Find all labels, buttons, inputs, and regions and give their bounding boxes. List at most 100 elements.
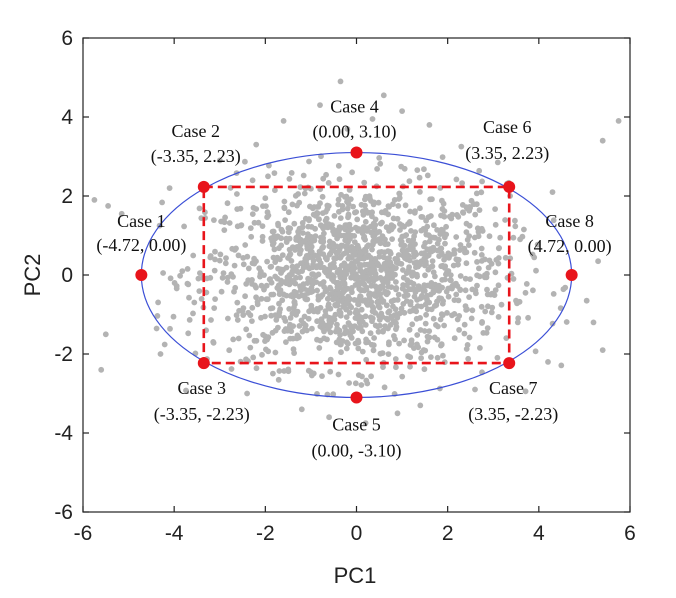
- scatter-point: [252, 282, 258, 289]
- scatter-point: [278, 277, 284, 284]
- scatter-point: [462, 287, 469, 294]
- scatter-point: [259, 223, 266, 230]
- scatter-point: [191, 299, 198, 306]
- case-4-coordinates: (0.00, 3.10): [313, 122, 397, 143]
- scatter-point: [272, 273, 279, 280]
- scatter-point: [439, 154, 446, 161]
- scatter-point: [463, 346, 470, 352]
- scatter-point: [399, 285, 406, 292]
- scatter-point: [316, 345, 323, 351]
- scatter-point: [377, 291, 384, 297]
- scatter-point: [315, 216, 322, 223]
- scatter-point: [545, 359, 551, 365]
- scatter-point: [355, 339, 362, 346]
- scatter-point: [270, 228, 277, 235]
- scatter-point: [595, 258, 601, 265]
- scatter-point: [362, 274, 368, 281]
- scatter-point: [230, 336, 237, 343]
- scatter-point: [389, 267, 395, 274]
- scatter-point: [433, 322, 439, 328]
- scatter-point: [363, 339, 369, 346]
- scatter-point: [382, 288, 388, 295]
- case-8-name: Case 8: [545, 211, 594, 231]
- scatter-point: [308, 234, 315, 240]
- x-tick-label: 2: [442, 522, 454, 545]
- scatter-point: [459, 180, 465, 187]
- scatter-point: [434, 240, 441, 247]
- scatter-point: [341, 275, 348, 282]
- scatter-point: [413, 315, 420, 322]
- scatter-point: [355, 325, 362, 331]
- scatter-point: [460, 210, 467, 216]
- scatter-point: [449, 312, 455, 319]
- scatter-point: [396, 340, 402, 347]
- scatter-point: [291, 288, 298, 295]
- scatter-point: [558, 362, 565, 369]
- scatter-point: [295, 228, 301, 235]
- scatter-point: [409, 321, 416, 328]
- scatter-point: [336, 224, 343, 231]
- scatter-point: [292, 267, 299, 274]
- scatter-point: [408, 340, 415, 347]
- scatter-point: [322, 308, 329, 314]
- scatter-point: [320, 244, 326, 251]
- scatter-point: [417, 402, 424, 409]
- scatter-point: [453, 234, 460, 240]
- scatter-point: [368, 229, 374, 236]
- scatter-point: [466, 294, 472, 300]
- scatter-point: [246, 332, 253, 339]
- scatter-point: [318, 321, 325, 327]
- scatter-point: [325, 203, 332, 209]
- scatter-point: [259, 238, 266, 244]
- scatter-point: [461, 330, 468, 337]
- scatter-point: [267, 264, 274, 270]
- scatter-point: [228, 271, 235, 278]
- scatter-point: [186, 294, 192, 301]
- scatter-point: [305, 290, 311, 296]
- scatter-point: [480, 330, 487, 336]
- scatter-point: [487, 291, 494, 298]
- scatter-point: [219, 218, 226, 225]
- scatter-point: [417, 205, 423, 212]
- scatter-point: [181, 223, 188, 230]
- scatter-point: [373, 237, 380, 244]
- scatter-point: [426, 122, 433, 128]
- scatter-point: [453, 291, 460, 298]
- scatter-point: [473, 190, 480, 197]
- scatter-point: [276, 291, 283, 298]
- scatter-point: [226, 220, 233, 226]
- scatter-point: [300, 230, 306, 236]
- scatter-point: [285, 225, 292, 231]
- scatter-point: [222, 260, 229, 267]
- scatter-point: [411, 293, 418, 300]
- scatter-point: [563, 319, 570, 325]
- scatter-point: [249, 277, 255, 283]
- scatter-point: [310, 257, 317, 264]
- scatter-point: [441, 322, 447, 329]
- scatter-point: [438, 311, 445, 318]
- scatter-point: [396, 260, 402, 267]
- scatter-point: [519, 233, 526, 240]
- scatter-point: [353, 307, 360, 313]
- scatter-point: [404, 282, 410, 289]
- scatter-point: [476, 265, 482, 272]
- y-tick-label: 6: [61, 27, 73, 50]
- scatter-point: [171, 280, 178, 286]
- scatter-point: [305, 367, 312, 374]
- scatter-point: [510, 276, 517, 282]
- y-tick-label: -2: [54, 343, 73, 366]
- scatter-point: [348, 304, 355, 311]
- scatter-point: [316, 248, 323, 255]
- scatter-point: [244, 390, 251, 397]
- scatter-point: [268, 312, 275, 319]
- scatter-point: [448, 277, 454, 284]
- scatter-point: [186, 317, 193, 323]
- scatter-point: [318, 294, 324, 300]
- scatter-point: [264, 258, 270, 265]
- scatter-point: [466, 242, 472, 249]
- scatter-point: [270, 240, 277, 247]
- case-3-coordinates: (-3.35, -2.23): [154, 404, 250, 425]
- scatter-point: [410, 281, 417, 287]
- scatter-point: [317, 264, 324, 271]
- scatter-point: [321, 230, 327, 237]
